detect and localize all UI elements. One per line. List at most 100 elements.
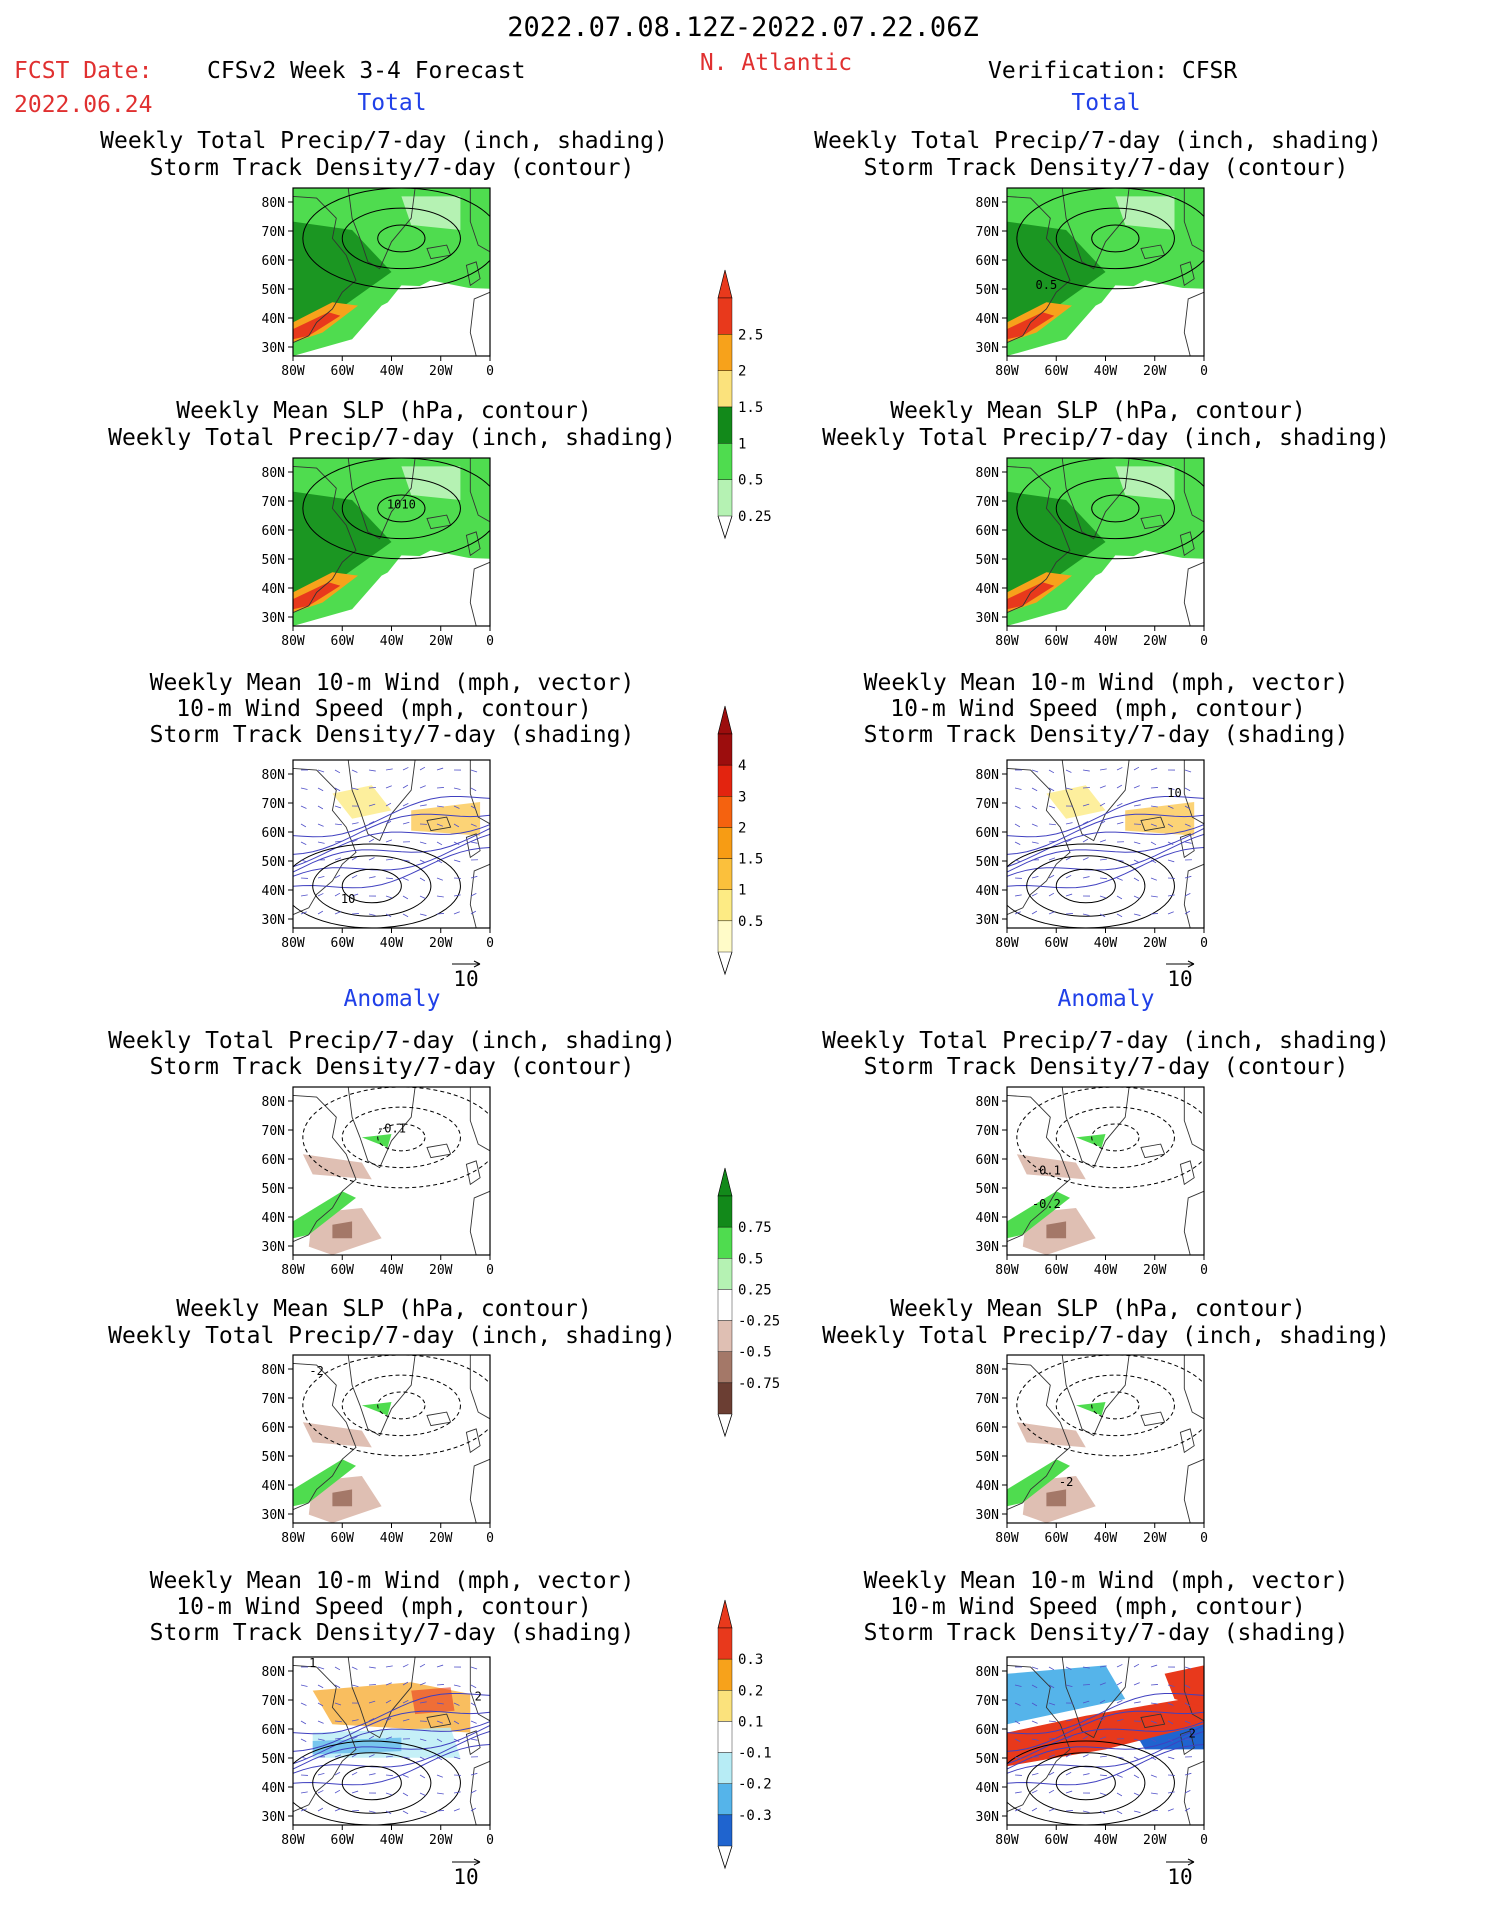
contour-line xyxy=(293,813,490,855)
wind-vector xyxy=(470,1807,477,1812)
wind-vector xyxy=(300,823,307,828)
coastline xyxy=(347,458,416,540)
map-field: -0.1 xyxy=(293,1087,490,1255)
contour-line xyxy=(1026,855,1146,917)
lat-tick-label: 30N xyxy=(976,611,999,626)
wind-vector xyxy=(419,913,427,916)
coastline xyxy=(469,863,490,928)
contour-label: 2 xyxy=(1189,1727,1196,1741)
wind-vector xyxy=(1014,1738,1021,1743)
lat-tick-label: 30N xyxy=(976,1810,999,1825)
wind-vector xyxy=(436,877,443,881)
wind-vector xyxy=(368,1666,376,1669)
wind-vector xyxy=(1150,767,1158,771)
contour-line xyxy=(293,843,461,928)
colorbar-swatch xyxy=(717,479,733,517)
wind-vector xyxy=(317,1738,325,1741)
lon-tick-label: 60W xyxy=(1045,1833,1069,1848)
wind-vector xyxy=(1048,1720,1056,1723)
wind-vector xyxy=(351,893,359,897)
contour-line xyxy=(293,1730,490,1774)
wind-vector xyxy=(334,1684,341,1689)
lat-tick-label: 60N xyxy=(262,826,285,841)
coastline xyxy=(293,1094,357,1243)
wind-vector xyxy=(436,1664,444,1668)
wind-vector xyxy=(1014,1756,1022,1760)
colorbar-label: -0.75 xyxy=(738,1376,780,1392)
shading-region xyxy=(1016,1154,1086,1180)
wind-vector xyxy=(470,1738,478,1741)
shading-region xyxy=(302,1154,372,1180)
wind-vector xyxy=(436,1774,443,1778)
colorbar-label: 1 xyxy=(738,883,746,899)
coastline xyxy=(1183,1355,1204,1420)
lat-tick-label: 70N xyxy=(976,495,999,510)
colorbar-label: -0.2 xyxy=(738,1777,772,1793)
contour-line xyxy=(1091,1391,1140,1420)
wind-vector xyxy=(1014,1720,1021,1725)
wind-vector xyxy=(1014,841,1021,846)
wind-vector xyxy=(1184,1790,1191,1794)
shading-region xyxy=(1007,582,1055,610)
wind-vector xyxy=(385,877,393,880)
shading-region xyxy=(1076,285,1204,356)
wind-vector xyxy=(453,823,460,828)
map-field: -2 xyxy=(1007,1355,1204,1523)
wind-vector xyxy=(1048,805,1056,809)
wind-vector xyxy=(1133,859,1140,863)
wind-vector xyxy=(1184,910,1191,915)
wind-vector xyxy=(453,787,461,790)
contour-line xyxy=(341,1374,461,1437)
wind-vector xyxy=(334,857,342,861)
contour-label: -0.1 xyxy=(377,1121,406,1135)
colorbar-label: 0.5 xyxy=(738,473,763,489)
colorbar-label: 1.5 xyxy=(738,400,763,416)
lat-tick-label: 30N xyxy=(262,341,285,356)
coastline xyxy=(347,1087,416,1169)
wind-vector xyxy=(1150,1684,1158,1686)
wind-vector xyxy=(1150,787,1158,789)
coastline xyxy=(1183,188,1204,253)
coastline xyxy=(465,1428,481,1454)
coastline xyxy=(1183,291,1204,356)
coastline xyxy=(469,1657,490,1722)
coastline xyxy=(1061,1657,1130,1739)
shading-region xyxy=(401,196,461,230)
contour-line xyxy=(1007,824,1204,868)
wind-vector xyxy=(1014,911,1021,915)
contour-line xyxy=(302,1087,490,1189)
wind-vector xyxy=(1150,823,1157,827)
shading-region xyxy=(293,221,392,331)
coastline xyxy=(1140,1411,1166,1427)
lon-tick-label: 0 xyxy=(486,936,494,951)
contour-line xyxy=(1055,868,1116,904)
lat-tick-label: 30N xyxy=(976,913,999,928)
coastline xyxy=(465,1160,481,1186)
coastline xyxy=(1183,863,1204,928)
colorbar-cap xyxy=(717,1845,733,1870)
lat-tick-label: 70N xyxy=(976,1694,999,1709)
shading-region xyxy=(1115,196,1175,230)
lat-tick-label: 80N xyxy=(262,1363,285,1378)
wind-vector xyxy=(1082,1735,1089,1740)
wind-vector xyxy=(1133,913,1141,916)
wind-vector xyxy=(436,823,443,827)
wind-vector xyxy=(1031,1702,1038,1707)
wind-vector xyxy=(300,1720,307,1725)
wind-vector xyxy=(317,910,324,915)
colorbar-swatch xyxy=(717,1289,733,1321)
lat-tick-label: 70N xyxy=(262,1124,285,1139)
wind-vector xyxy=(1150,1792,1158,1795)
contour-label: -2 xyxy=(1059,1475,1073,1489)
wind-vector xyxy=(436,1756,443,1761)
wind-vector xyxy=(385,1717,392,1722)
wind-vector xyxy=(453,1720,460,1725)
reference-label: 10 xyxy=(453,967,478,991)
lon-tick-label: 60W xyxy=(331,1263,355,1278)
reference-label: 10 xyxy=(1167,967,1192,991)
contour-line xyxy=(1055,477,1175,540)
wind-vector xyxy=(1048,823,1056,826)
lon-tick-label: 60W xyxy=(331,364,355,379)
lon-tick-label: 80W xyxy=(281,1833,305,1848)
wind-vector xyxy=(1099,768,1107,771)
